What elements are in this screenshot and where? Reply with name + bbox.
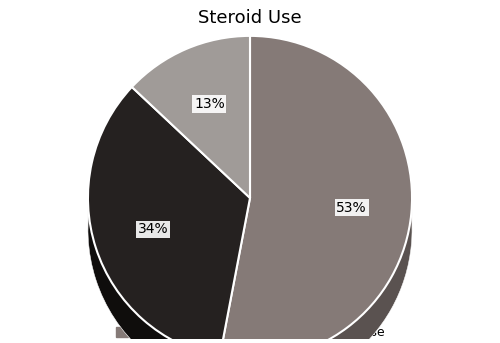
Wedge shape xyxy=(220,45,412,343)
Wedge shape xyxy=(88,111,250,343)
Text: 53%: 53% xyxy=(336,201,367,214)
Wedge shape xyxy=(132,45,250,208)
Wedge shape xyxy=(132,49,250,211)
Wedge shape xyxy=(132,57,250,219)
Wedge shape xyxy=(88,87,250,343)
Wedge shape xyxy=(132,37,250,199)
Wedge shape xyxy=(88,101,250,343)
Text: Steroid Use: Steroid Use xyxy=(198,10,302,27)
Wedge shape xyxy=(132,43,250,205)
Wedge shape xyxy=(220,56,412,343)
Wedge shape xyxy=(220,36,412,343)
Wedge shape xyxy=(132,44,250,206)
Wedge shape xyxy=(132,60,250,222)
Wedge shape xyxy=(88,89,250,343)
Wedge shape xyxy=(88,103,250,343)
Wedge shape xyxy=(132,62,250,224)
Wedge shape xyxy=(88,108,250,343)
Wedge shape xyxy=(132,68,250,229)
Wedge shape xyxy=(132,51,250,213)
Wedge shape xyxy=(220,66,412,343)
Wedge shape xyxy=(88,99,250,343)
Wedge shape xyxy=(132,61,250,223)
Wedge shape xyxy=(132,46,250,209)
Wedge shape xyxy=(220,61,412,343)
Wedge shape xyxy=(132,56,250,218)
Wedge shape xyxy=(220,58,412,343)
Wedge shape xyxy=(88,95,250,343)
Wedge shape xyxy=(132,55,250,217)
Wedge shape xyxy=(132,59,250,221)
Wedge shape xyxy=(220,52,412,343)
Wedge shape xyxy=(220,68,412,343)
Wedge shape xyxy=(220,55,412,343)
Wedge shape xyxy=(132,47,250,210)
Wedge shape xyxy=(88,102,250,343)
Wedge shape xyxy=(88,110,250,343)
Wedge shape xyxy=(88,114,250,343)
Wedge shape xyxy=(88,105,250,343)
Wedge shape xyxy=(88,90,250,343)
Wedge shape xyxy=(88,116,250,343)
Wedge shape xyxy=(132,52,250,214)
Wedge shape xyxy=(88,118,250,343)
Wedge shape xyxy=(132,53,250,215)
Wedge shape xyxy=(88,107,250,343)
Wedge shape xyxy=(220,50,412,343)
Wedge shape xyxy=(220,64,412,343)
Wedge shape xyxy=(88,88,250,343)
Wedge shape xyxy=(88,100,250,343)
Wedge shape xyxy=(132,64,250,226)
Wedge shape xyxy=(220,41,412,343)
Wedge shape xyxy=(88,104,250,343)
Wedge shape xyxy=(88,94,250,343)
Wedge shape xyxy=(220,47,412,343)
Wedge shape xyxy=(88,92,250,343)
Wedge shape xyxy=(132,66,250,227)
Wedge shape xyxy=(132,67,250,228)
Wedge shape xyxy=(132,38,250,200)
Wedge shape xyxy=(132,54,250,216)
Wedge shape xyxy=(220,63,412,343)
Wedge shape xyxy=(220,40,412,343)
Wedge shape xyxy=(132,36,250,198)
Wedge shape xyxy=(88,106,250,343)
Text: 13%: 13% xyxy=(194,97,225,111)
Wedge shape xyxy=(132,41,250,203)
Wedge shape xyxy=(132,63,250,225)
Wedge shape xyxy=(220,43,412,343)
Wedge shape xyxy=(88,96,250,343)
Wedge shape xyxy=(220,57,412,343)
Wedge shape xyxy=(220,46,412,343)
Text: 34%: 34% xyxy=(138,223,168,236)
Wedge shape xyxy=(220,53,412,343)
Wedge shape xyxy=(132,50,250,212)
Wedge shape xyxy=(88,115,250,343)
Wedge shape xyxy=(220,42,412,343)
Wedge shape xyxy=(88,109,250,343)
Wedge shape xyxy=(220,37,412,343)
Wedge shape xyxy=(88,97,250,343)
Wedge shape xyxy=(88,113,250,343)
Wedge shape xyxy=(132,58,250,220)
Legend: None, Previous use, Recent use: None, Previous use, Recent use xyxy=(116,326,384,339)
Wedge shape xyxy=(220,44,412,343)
Wedge shape xyxy=(88,117,250,343)
Wedge shape xyxy=(220,54,412,343)
Wedge shape xyxy=(132,42,250,204)
Wedge shape xyxy=(220,49,412,343)
Wedge shape xyxy=(88,93,250,343)
Wedge shape xyxy=(132,39,250,201)
Wedge shape xyxy=(220,60,412,343)
Wedge shape xyxy=(220,51,412,343)
Wedge shape xyxy=(220,39,412,343)
Wedge shape xyxy=(220,62,412,343)
Wedge shape xyxy=(220,59,412,343)
Wedge shape xyxy=(132,40,250,202)
Wedge shape xyxy=(220,38,412,343)
Wedge shape xyxy=(88,91,250,343)
Wedge shape xyxy=(88,119,250,343)
Wedge shape xyxy=(220,67,412,343)
